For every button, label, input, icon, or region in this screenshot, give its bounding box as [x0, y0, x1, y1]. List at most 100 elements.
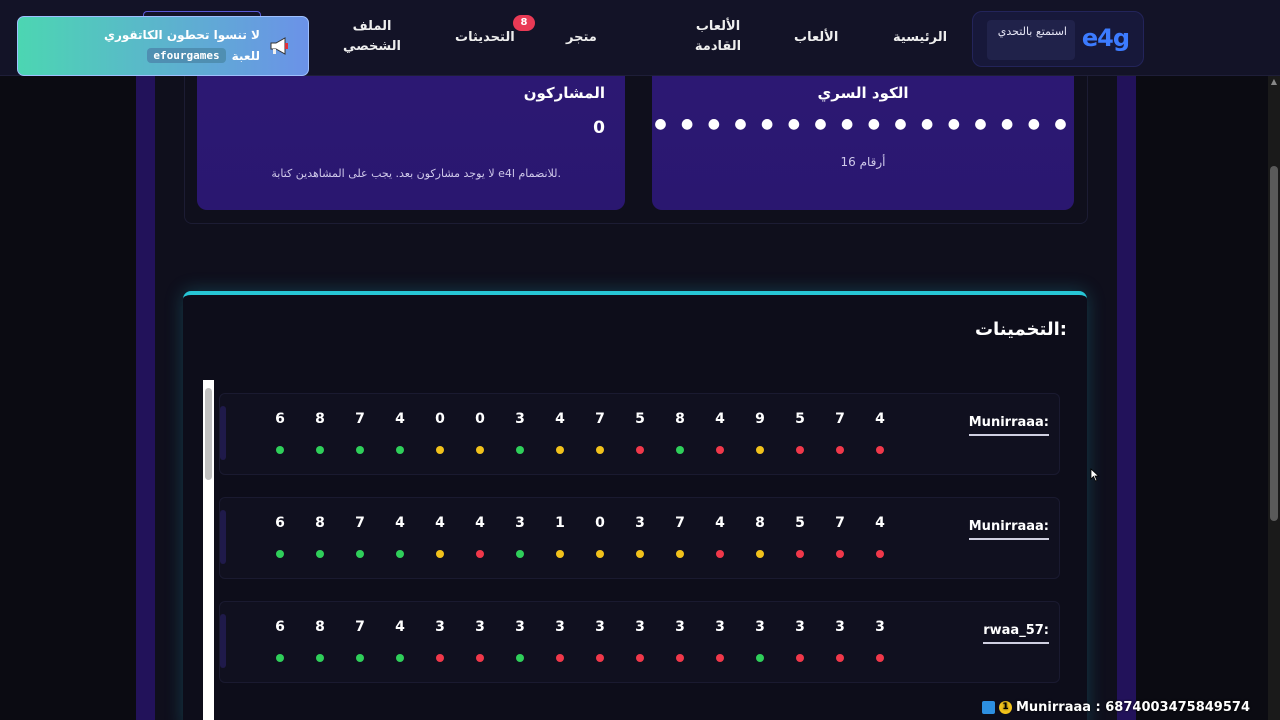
- guess-digit-status-dot: [556, 446, 564, 454]
- guesses-scrollbar-thumb[interactable]: [205, 388, 212, 480]
- guess-digit-status-dot: [636, 446, 644, 454]
- guess-digit-status-dot: [876, 446, 884, 454]
- guess-digit-status-dot: [756, 550, 764, 558]
- guess-digit: 8: [755, 515, 765, 531]
- guess-digit: 6: [275, 515, 285, 531]
- guess-digit-status-dot: [876, 550, 884, 558]
- guess-digit-status-dot: [796, 446, 804, 454]
- guess-digit-status-dot: [676, 654, 684, 662]
- guess-digit-status-dot: [596, 446, 604, 454]
- guess-digit-status-dot: [636, 654, 644, 662]
- nav-games[interactable]: الألعاب: [794, 30, 839, 45]
- guess-digit-status-dot: [316, 654, 324, 662]
- guess-digit-status-dot: [636, 550, 644, 558]
- guess-digit-status-dot: [396, 446, 404, 454]
- guess-digit: 5: [635, 411, 645, 427]
- guess-digit: 8: [675, 411, 685, 427]
- guess-username: Munirraaa:: [968, 519, 1049, 540]
- guess-digit-status-dot: [436, 550, 444, 558]
- guess-row: Munirraaa: 6 8 7 4 4 4 3 1 0 3 7 4 8 5 7 4: [219, 497, 1060, 579]
- guess-digit-status-dot: [836, 550, 844, 558]
- participants-count: 0: [593, 118, 605, 138]
- guess-digit: 7: [355, 515, 365, 531]
- guess-digit: 3: [635, 515, 645, 531]
- participants-title: المشاركون: [523, 84, 605, 102]
- nav-store[interactable]: متجر: [566, 30, 597, 45]
- toast-line1: لا تنسوا تحطون الكاتقوري: [103, 28, 260, 42]
- guess-digit: 8: [315, 411, 325, 427]
- guess-digit: 7: [355, 411, 365, 427]
- guess-digit: 0: [435, 411, 445, 427]
- guess-digit: 0: [595, 515, 605, 531]
- guess-digit: 4: [715, 515, 725, 531]
- guess-digit-status-dot: [596, 654, 604, 662]
- guess-digit-status-dot: [396, 654, 404, 662]
- brand-tagline: استمتع بالتحدي: [987, 20, 1075, 60]
- scroll-up-arrow-icon[interactable]: ▲: [1270, 77, 1278, 86]
- guess-digit-status-dot: [356, 654, 364, 662]
- guess-digit-status-dot: [436, 654, 444, 662]
- guess-digit: 3: [675, 619, 685, 635]
- secret-code-card: الكود السري ● ● ● ● ● ● ● ● ● ● ● ● ● ● …: [652, 76, 1074, 210]
- participants-note: لا يوجد مشاركون بعد. يجب على المشاهدين ك…: [271, 167, 561, 180]
- announcement-toast[interactable]: لا تنسوا تحطون الكاتقوري للعبة efourgame…: [17, 16, 309, 76]
- guess-digit: 7: [355, 619, 365, 635]
- guess-row-accent: [220, 614, 226, 668]
- page-scrollbar-thumb[interactable]: [1270, 166, 1278, 521]
- guess-digit: 3: [715, 619, 725, 635]
- guesses-scrollbar[interactable]: [203, 380, 214, 720]
- guess-digit: 9: [755, 411, 765, 427]
- participants-card: المشاركون 0 لا يوجد مشاركون بعد. يجب على…: [197, 76, 625, 210]
- guess-digit: 7: [675, 515, 685, 531]
- login-button-edge[interactable]: [143, 11, 261, 19]
- guess-digit-status-dot: [676, 550, 684, 558]
- guess-username: Munirraaa:: [968, 415, 1049, 436]
- guess-digit-status-dot: [476, 550, 484, 558]
- brand[interactable]: e4g استمتع بالتحدي: [972, 11, 1144, 67]
- page-scrollbar[interactable]: ▲: [1268, 76, 1280, 720]
- guess-digit-status-dot: [556, 550, 564, 558]
- guess-digit-status-dot: [716, 654, 724, 662]
- guess-row-accent: [220, 510, 226, 564]
- secret-code-length: 16 أرقام: [840, 155, 886, 169]
- nav-upcoming-games[interactable]: الألعاب القادمة: [694, 19, 742, 54]
- guess-digit-status-dot: [876, 654, 884, 662]
- guess-digit: 6: [275, 619, 285, 635]
- guess-digit-status-dot: [316, 446, 324, 454]
- guess-digit-status-dot: [516, 654, 524, 662]
- guess-digit: 3: [475, 619, 485, 635]
- guess-digit: 7: [835, 515, 845, 531]
- nav-home[interactable]: الرئيسية: [893, 30, 948, 45]
- guess-digit-status-dot: [476, 654, 484, 662]
- guess-digit-status-dot: [836, 654, 844, 662]
- guess-digit-status-dot: [516, 446, 524, 454]
- guess-digit: 6: [275, 411, 285, 427]
- guess-digit: 4: [475, 515, 485, 531]
- guess-digit-status-dot: [716, 446, 724, 454]
- guess-digit-status-dot: [836, 446, 844, 454]
- guess-digit: 3: [875, 619, 885, 635]
- guess-digit: 7: [595, 411, 605, 427]
- twitch-icon: [981, 700, 995, 714]
- mouse-cursor-icon: [1090, 468, 1100, 482]
- guesses-panel: التخمينات: Munirraaa: 6 8 7 4 0 0 3 4 7 5 8 4 9 5 7 4 Mun…: [183, 291, 1087, 720]
- guess-digit-status-dot: [276, 654, 284, 662]
- secret-code-mask: ● ● ● ● ● ● ● ● ● ● ● ● ● ● ● ●: [654, 116, 1072, 132]
- guess-digit: 4: [395, 619, 405, 635]
- guess-digit: 3: [555, 619, 565, 635]
- guess-digit: 3: [595, 619, 605, 635]
- guess-digit: 3: [435, 619, 445, 635]
- guess-digit-status-dot: [516, 550, 524, 558]
- nav-updates[interactable]: التحديثات: [455, 30, 515, 45]
- guess-digit-status-dot: [276, 550, 284, 558]
- guess-digit-status-dot: [756, 446, 764, 454]
- guess-row: Munirraaa: 6 8 7 4 0 0 3 4 7 5 8 4 9 5 7 4: [219, 393, 1060, 475]
- viewer-guess-text: Munirraaa : 6874003475849574: [1015, 699, 1250, 715]
- guess-digit: 3: [635, 619, 645, 635]
- guess-digit-status-dot: [356, 446, 364, 454]
- guess-digit: 4: [395, 515, 405, 531]
- nav-profile[interactable]: الملف الشخصي: [343, 19, 401, 54]
- guess-digit: 3: [795, 619, 805, 635]
- guess-digit: 3: [755, 619, 765, 635]
- guess-digit-status-dot: [476, 446, 484, 454]
